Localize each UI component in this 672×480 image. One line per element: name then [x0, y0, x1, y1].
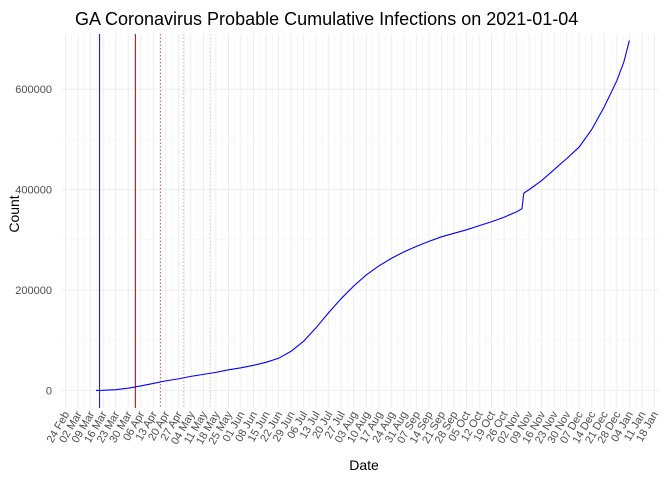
y-tick-label: 200000: [15, 285, 52, 297]
y-tick-label: 600000: [15, 84, 52, 96]
y-tick-label: 400000: [15, 185, 52, 197]
grid: [62, 34, 658, 408]
y-axis-title: Count: [6, 195, 22, 232]
y-tick-label: 0: [46, 385, 52, 397]
chart-title: GA Coronavirus Probable Cumulative Infec…: [75, 9, 578, 29]
series-layer: [96, 40, 630, 391]
reference-lines: [99, 34, 212, 408]
series-line: [96, 40, 630, 391]
y-axis-ticks: 0 200000 400000 600000: [15, 84, 52, 397]
x-axis-title: Date: [349, 457, 379, 473]
